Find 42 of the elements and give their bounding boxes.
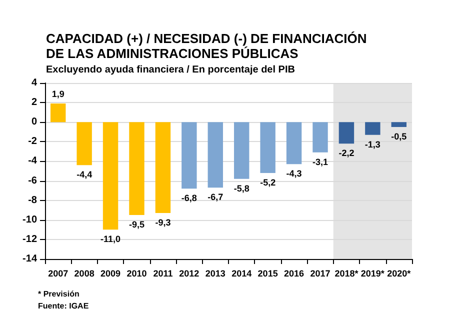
- data-label: -5,8: [234, 183, 250, 194]
- y-tick-label: -10: [22, 214, 38, 226]
- text: * Previsión: [38, 290, 80, 298]
- data-label: -2,2: [338, 148, 354, 158]
- x-tick-label: 2014: [232, 268, 252, 278]
- x-tick-label: 2017: [310, 268, 330, 278]
- y-tick-label: -2: [28, 136, 38, 148]
- data-label: -6,8: [181, 193, 197, 204]
- data-label: -0,5: [391, 132, 407, 142]
- y-tick-label: -8: [28, 194, 38, 206]
- x-tick-label: 2011: [153, 268, 173, 278]
- data-label: -9,5: [128, 220, 145, 230]
- x-tick-label: 2012: [179, 268, 200, 278]
- data-label: -1,3: [364, 139, 380, 150]
- y-tick-label: 0: [31, 116, 38, 128]
- data-label: -4,4: [76, 170, 92, 180]
- data-label: -3,1: [312, 156, 328, 167]
- y-tick-label: -6: [28, 175, 38, 186]
- chart-subtitle: Excluyendo ayuda financiera / En porcentaje del PIB: [46, 64, 295, 76]
- x-tick-label: 2019*: [360, 268, 385, 278]
- x-tick-label: 2008: [74, 268, 94, 278]
- data-label: -11,0: [100, 234, 121, 244]
- y-tick-label: -12: [22, 234, 38, 245]
- x-tick-label: 2020*: [387, 268, 412, 278]
- data-label: -4,3: [286, 168, 302, 179]
- x-tick-label: 2009: [100, 268, 121, 278]
- x-tick-label: 2010: [126, 268, 147, 278]
- x-tick-label: 2013: [205, 268, 226, 278]
- x-tick-label: 2018*: [334, 268, 359, 278]
- x-tick-label: 2007: [48, 268, 68, 278]
- data-label: 1,9: [52, 89, 64, 100]
- y-tick-label: -14: [22, 254, 38, 264]
- x-tick-label: 2016: [284, 268, 304, 278]
- data-label: -5,2: [260, 177, 276, 188]
- source-note: Fuente: IGAE: [38, 302, 90, 310]
- chart-title: CAPACIDAD (+) / NECESIDAD (-) DE FINANCIACIÓN DE LAS ADMINISTRACIONES PÚBLICAS: [46, 31, 370, 61]
- y-tick-label: -4: [28, 156, 38, 167]
- y-tick-label: 2: [31, 97, 38, 108]
- data-label: -6,7: [208, 192, 224, 202]
- x-tick-label: 2015: [258, 268, 278, 278]
- data-label: -9,3: [155, 218, 171, 228]
- y-tick-label: 4: [31, 78, 38, 88]
